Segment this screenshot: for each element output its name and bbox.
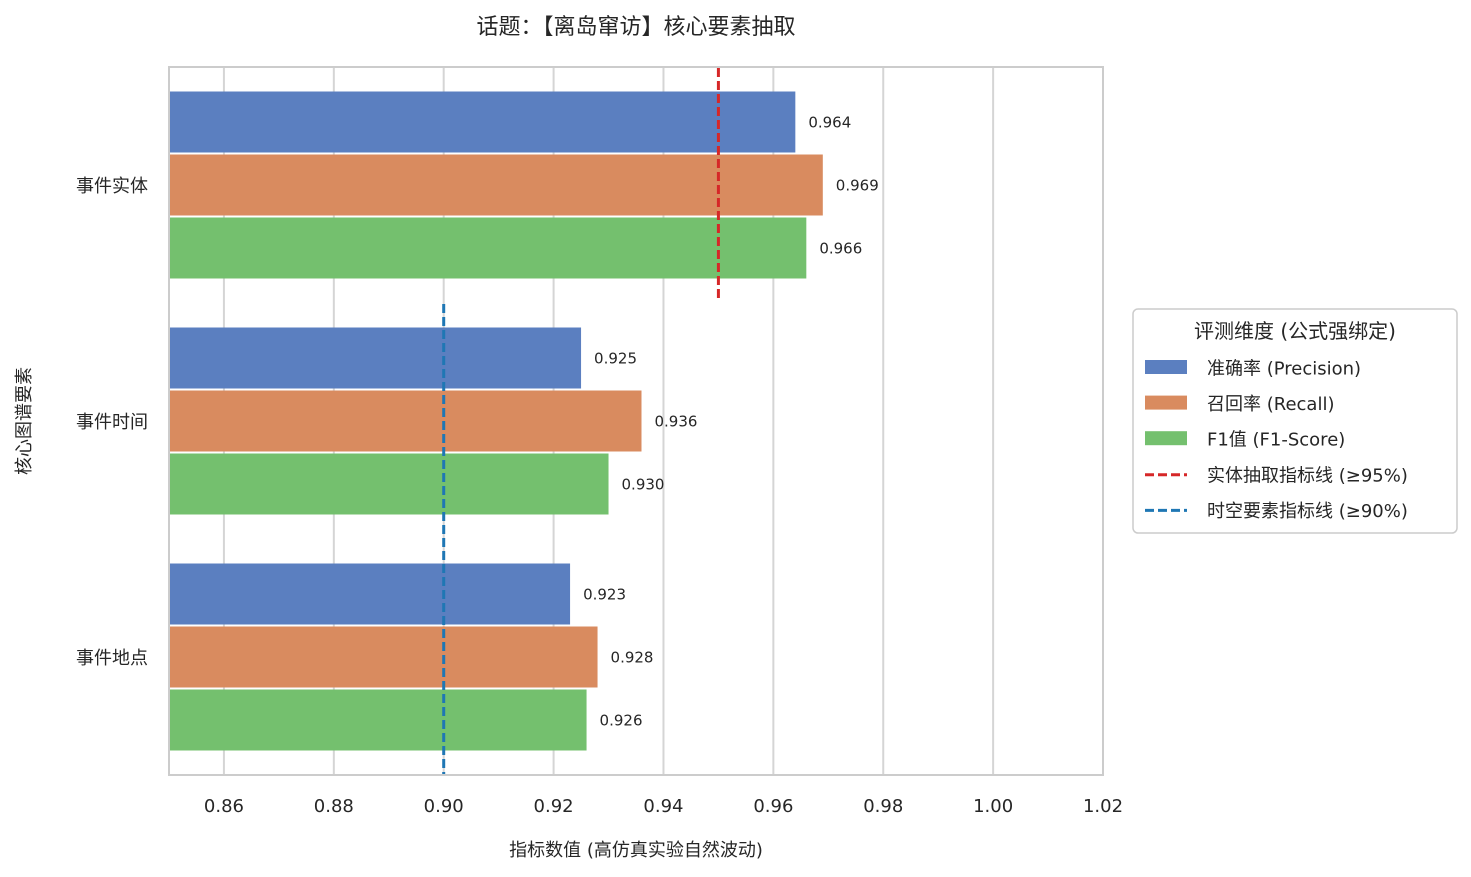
x-tick-label: 0.96 xyxy=(753,796,793,817)
bar xyxy=(169,327,582,389)
legend-items: 准确率 (Precision) 召回率 (Recall) F1值 (F1-Score… xyxy=(1145,359,1408,522)
bar xyxy=(169,154,823,216)
y-axis-label: 核心图谱要素 xyxy=(14,367,35,475)
bar xyxy=(169,626,598,688)
bar-value-label: 0.930 xyxy=(622,476,665,494)
x-axis-label: 指标数值 (高仿真实验自然波动) xyxy=(509,840,763,861)
legend-title: 评测维度 (公式强绑定) xyxy=(1194,319,1396,343)
legend-label: 准确率 (Precision) xyxy=(1207,359,1361,380)
bar-value-label: 0.925 xyxy=(594,350,637,368)
x-tick-label: 0.92 xyxy=(534,796,574,817)
bar xyxy=(169,390,642,452)
x-tick-label: 0.94 xyxy=(643,796,683,817)
legend-box xyxy=(1132,308,1458,534)
bar xyxy=(169,91,796,153)
bar xyxy=(169,563,571,625)
x-tick-label: 0.98 xyxy=(863,796,903,817)
x-tick-label: 1.00 xyxy=(973,796,1013,817)
plot-frame xyxy=(168,66,1104,776)
legend-label: 时空要素指标线 (≥90%) xyxy=(1207,501,1408,522)
legend: 评测维度 (公式强绑定) 准确率 (Precision) 召回率 (Recall)… xyxy=(1132,308,1458,534)
y-tick-label: 事件实体 xyxy=(76,176,148,197)
bar-value-label: 0.964 xyxy=(808,114,851,132)
bar xyxy=(169,453,609,515)
legend-label: 实体抽取指标线 (≥95%) xyxy=(1207,465,1408,486)
x-tick-label: 0.86 xyxy=(204,796,244,817)
chart-title: 话题：【离岛窜访】核心要素抽取 xyxy=(476,15,795,40)
reference-lines xyxy=(442,68,720,774)
legend-label: 召回率 (Recall) xyxy=(1207,394,1334,415)
bar-value-label: 0.928 xyxy=(611,649,654,667)
bar xyxy=(169,217,807,279)
bar-value-label: 0.936 xyxy=(654,413,697,431)
bar-value-label: 0.966 xyxy=(819,240,862,258)
y-tick-label: 事件地点 xyxy=(76,648,148,669)
bar xyxy=(169,689,587,751)
legend-swatch xyxy=(1145,431,1187,446)
legend-swatch xyxy=(1145,360,1187,374)
data-labels: 0.964 0.969 0.966 0.925 0.936 0.930 0.923 0.928… xyxy=(583,114,879,730)
x-axis-ticks: 0.86 0.88 0.90 0.92 0.94 0.96 0.98 1.00 1.02 xyxy=(204,796,1123,817)
bar-value-label: 0.969 xyxy=(836,177,879,195)
bars xyxy=(169,91,823,751)
x-tick-label: 0.88 xyxy=(314,796,354,817)
x-tick-label: 1.02 xyxy=(1083,796,1123,817)
legend-swatch xyxy=(1145,395,1187,410)
legend-label: F1值 (F1-Score) xyxy=(1207,430,1345,451)
bar-value-label: 0.926 xyxy=(600,712,643,730)
y-tick-label: 事件时间 xyxy=(76,412,148,433)
x-tick-label: 0.90 xyxy=(424,796,464,817)
bar-value-label: 0.923 xyxy=(583,586,626,604)
